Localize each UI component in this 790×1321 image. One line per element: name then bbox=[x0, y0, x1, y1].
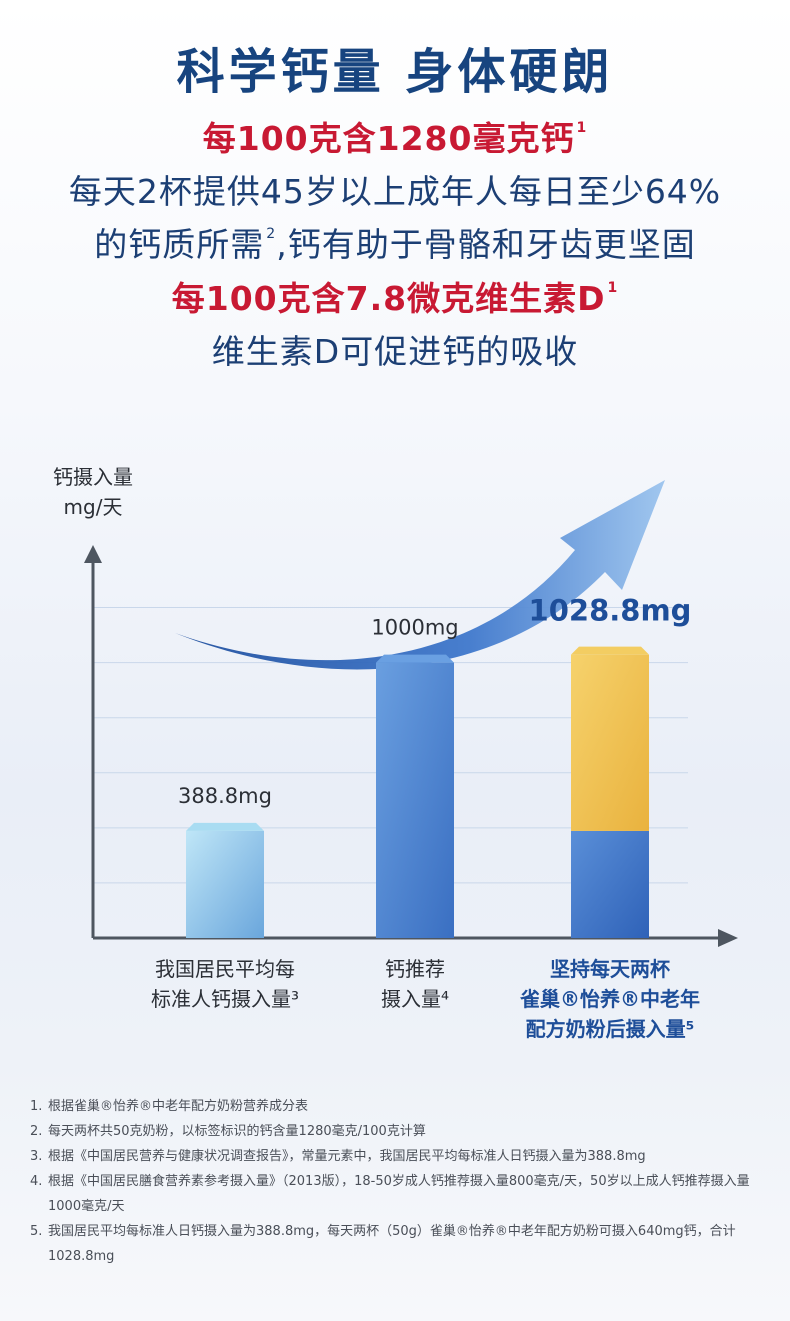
footnote-text: 根据雀巢®怡养®中老年配方奶粉营养成分表 bbox=[48, 1099, 309, 1114]
y-axis-label: 钙摄入量 bbox=[53, 465, 133, 489]
footnote-ref: 2 bbox=[266, 226, 277, 242]
bar-milk-top-cap bbox=[571, 646, 649, 655]
footnote-number: 3. bbox=[30, 1149, 43, 1164]
footnote-number: 4. bbox=[30, 1174, 43, 1189]
bar-milk-top bbox=[571, 654, 649, 831]
headline-vitamin-d-text: 每100克含7.8微克维生素D bbox=[171, 279, 606, 318]
body-line-1: 每天2杯提供45岁以上成年人每日至少64% bbox=[0, 165, 790, 213]
bar-recommended-intake bbox=[376, 662, 454, 938]
body-line-2-tail: ,钙有助于骨骼和牙齿更坚固 bbox=[276, 225, 696, 264]
bar-milk-base bbox=[571, 830, 649, 938]
footnote-item: 3. 根据《中国居民营养与健康状况调查报告》，常量元素中，我国居民平均每标准人日钙… bbox=[30, 1144, 770, 1169]
bars bbox=[186, 646, 649, 938]
bar-value-label: 1000mg bbox=[371, 616, 458, 640]
headline-calcium: 每100克含1280毫克钙 1 bbox=[0, 112, 790, 160]
footnote-ref: 1 bbox=[576, 120, 588, 136]
growth-arrow bbox=[175, 480, 665, 670]
footnote-item: 4. 根据《中国居民膳食营养素参考摄入量》（2013版），18-50岁成人钙推荐摄… bbox=[30, 1169, 770, 1219]
category-label: 我国居民平均每 bbox=[155, 957, 295, 981]
footnote-number: 5. bbox=[30, 1224, 43, 1239]
body-line-3: 维生素D可促进钙的吸收 bbox=[0, 325, 790, 373]
footnotes: 1. 根据雀巢®怡养®中老年配方奶粉营养成分表 2. 每天两杯共50克奶粉，以标签标识… bbox=[30, 1094, 770, 1269]
y-axis-arrowhead bbox=[84, 545, 102, 563]
footnote-item: 5. 我国居民平均每标准人日钙摄入量为388.8mg，每天两杯（50g）雀巢®怡养… bbox=[30, 1219, 770, 1269]
calcium-intake-chart: 钙摄入量 mg/天 388.8mg 1000mg 1028.8mg 我国居民平均每标准人… bbox=[53, 465, 738, 1041]
y-axis-label: mg/天 bbox=[64, 495, 123, 519]
footnote-number: 1. bbox=[30, 1099, 43, 1114]
footnote-text: 每天两杯共50克奶粉，以标签标识的钙含量1280毫克/100克计算 bbox=[48, 1124, 426, 1139]
page-title: 科学钙量 身体硬朗 bbox=[176, 44, 614, 100]
body-line-2: 的钙质所需 2,钙有助于骨骼和牙齿更坚固 bbox=[0, 218, 790, 266]
x-axis-arrowhead bbox=[718, 929, 738, 947]
body-line-1-text: 每天2杯提供45岁以上成年人每日至少64% bbox=[68, 172, 722, 211]
body-line-3-text: 维生素D可促进钙的吸收 bbox=[211, 332, 579, 371]
category-label: 钙推荐 bbox=[385, 957, 445, 981]
footnote-ref: 1 bbox=[607, 280, 619, 296]
footnote-text: 根据《中国居民膳食营养素参考摄入量》（2013版），18-50岁成人钙推荐摄入量… bbox=[48, 1174, 750, 1214]
body-line-2-text: 的钙质所需 bbox=[94, 225, 265, 264]
headline-calcium-text: 每100克含1280毫克钙 bbox=[202, 119, 575, 158]
footnote-item: 2. 每天两杯共50克奶粉，以标签标识的钙含量1280毫克/100克计算 bbox=[30, 1119, 770, 1144]
footnote-item: 1. 根据雀巢®怡养®中老年配方奶粉营养成分表 bbox=[30, 1094, 770, 1119]
category-label: 摄入量⁴ bbox=[381, 987, 449, 1011]
footnote-number: 2. bbox=[30, 1124, 43, 1139]
footnote-text: 我国居民平均每标准人日钙摄入量为388.8mg，每天两杯（50g）雀巢®怡养®中… bbox=[48, 1224, 736, 1264]
category-label: 坚持每天两杯 bbox=[550, 957, 670, 981]
category-label: 雀巢®怡养®中老年 bbox=[519, 987, 700, 1011]
footnote-text: 根据《中国居民营养与健康状况调查报告》，常量元素中，我国居民平均每标准人日钙摄入… bbox=[48, 1149, 646, 1164]
bar-average-intake-cap bbox=[186, 822, 264, 831]
bar-average-intake bbox=[186, 830, 264, 938]
bar-value-label: 1028.8mg bbox=[529, 594, 692, 628]
bar-value-label: 388.8mg bbox=[178, 784, 272, 808]
headline-vitamin-d: 每100克含7.8微克维生素D 1 bbox=[0, 272, 790, 320]
category-label: 标准人钙摄入量³ bbox=[151, 987, 299, 1011]
bar-recommended-intake-cap bbox=[376, 654, 454, 663]
category-label: 配方奶粉后摄入量⁵ bbox=[526, 1017, 695, 1041]
